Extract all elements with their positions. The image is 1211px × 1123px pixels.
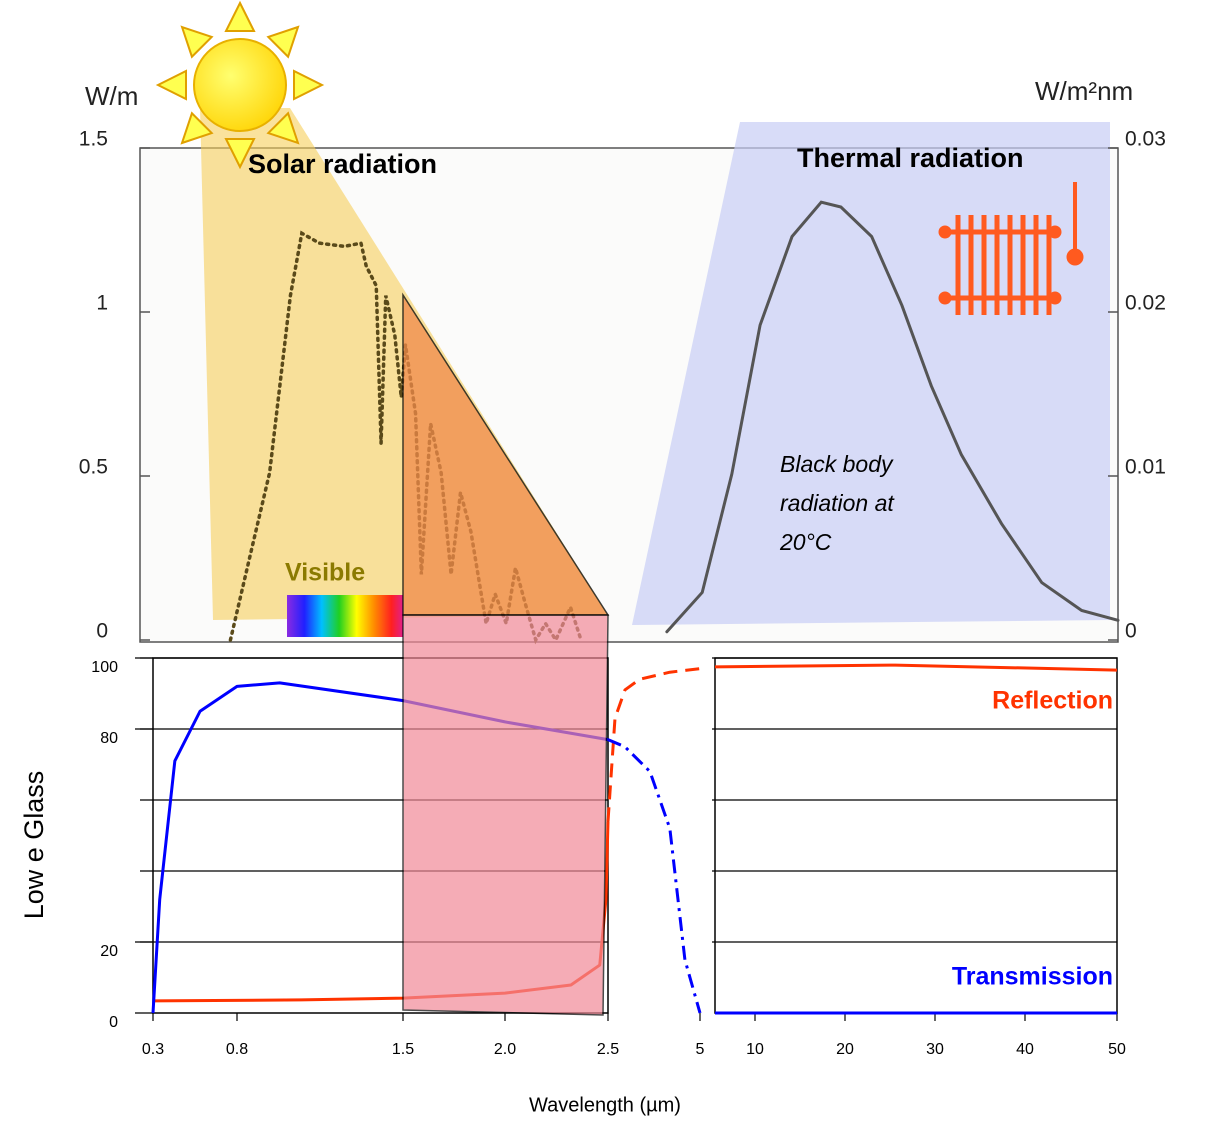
y-axis-label: W/m <box>85 81 138 111</box>
y-tick-label: 20 <box>100 943 118 960</box>
x-tick-label: 0.3 <box>142 1041 164 1058</box>
annotation: radiation at <box>780 490 895 516</box>
annotation: Thermal radiation <box>797 143 1024 173</box>
y-tick-label: 0.5 <box>79 456 108 479</box>
x-tick-label: 0.8 <box>226 1041 248 1058</box>
x-tick-label: 10 <box>746 1041 764 1058</box>
x-tick-label: 20 <box>836 1041 854 1058</box>
y2-axis-label: W/m²nm <box>1035 76 1133 106</box>
annotation: Black body <box>780 451 894 477</box>
y-tick-label: 1.5 <box>79 128 108 151</box>
figure: 0 0.5 1 1.5 0 0.01 0.02 0.03 0 20 80 100 0.3 0.8 1.5 2.… <box>0 0 1211 1123</box>
annotation: 20°C <box>779 529 832 555</box>
highlight-band <box>403 615 608 1015</box>
y2-tick-label: 0.01 <box>1125 456 1166 479</box>
sun-icon <box>194 39 286 131</box>
sun-ray <box>226 3 254 31</box>
data-line <box>608 669 700 822</box>
y-axis-label: Low e Glass <box>19 771 49 920</box>
y-tick-label: 0 <box>109 1014 118 1031</box>
y-tick-label: 0 <box>96 620 108 643</box>
x-tick-label: 5 <box>696 1041 705 1058</box>
y-tick-label: 80 <box>100 730 118 747</box>
y2-tick-label: 0.02 <box>1125 292 1166 315</box>
annotation: Solar radiation <box>248 149 437 179</box>
x-tick-label: 50 <box>1108 1041 1126 1058</box>
y-tick-label: 100 <box>91 659 118 676</box>
x-tick-label: 40 <box>1016 1041 1034 1058</box>
sun-ray <box>294 71 322 99</box>
sun-ray <box>158 71 186 99</box>
legend-label: Reflection <box>992 687 1113 715</box>
x-axis-label: Wavelength (µm) <box>529 1094 681 1116</box>
x-tick-label: 1.5 <box>392 1041 414 1058</box>
x-tick-label: 30 <box>926 1041 944 1058</box>
y-tick-label: 1 <box>96 292 108 315</box>
y2-tick-label: 0 <box>1125 620 1137 643</box>
x-tick-label: 2.5 <box>597 1041 619 1058</box>
visible-spectrum <box>287 595 403 637</box>
annotation: Visible <box>285 559 365 587</box>
data-line <box>608 740 700 1013</box>
x-tick-label: 2.0 <box>494 1041 516 1058</box>
data-line <box>715 665 1117 670</box>
legend-label: Transmission <box>952 963 1113 991</box>
y2-tick-label: 0.03 <box>1125 128 1166 151</box>
